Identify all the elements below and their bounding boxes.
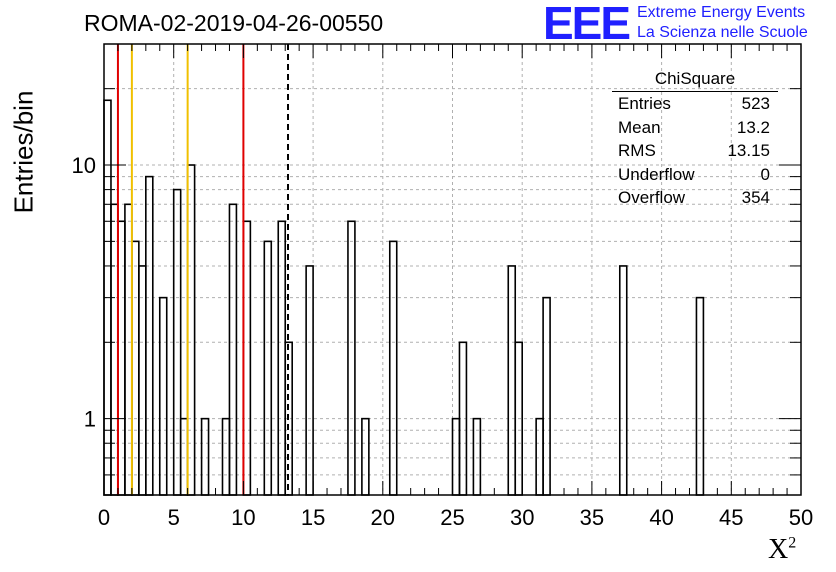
stats-box: ChiSquare Entries 523 Mean 13.2 RMS 13.15 U… (612, 68, 778, 210)
x-tick-label: 10 (231, 505, 255, 530)
histogram-bar (124, 203, 133, 496)
x-tick-label: 25 (440, 505, 464, 530)
y-axis-label: Entries/bin (4, 91, 44, 214)
stats-value: 13.15 (727, 141, 770, 160)
histogram-bar (110, 203, 119, 496)
logo-line-1: Extreme Energy Events (637, 4, 806, 21)
y-tick-label: 1 (84, 407, 96, 432)
x-tick-label: 30 (510, 505, 534, 530)
histogram-bar (138, 265, 147, 496)
reference-lines (116, 44, 290, 495)
y-tick-label: 10 (72, 153, 96, 178)
x-axis-label-text: X (768, 534, 789, 565)
histogram-bar (242, 220, 252, 496)
x-tick-label: 45 (719, 505, 743, 530)
logo-line-2: La Scienza nelle Scuole (637, 24, 808, 41)
histogram-bar (131, 240, 140, 496)
histogram-bar (277, 220, 287, 496)
chart-title: ROMA-02-2019-04-26-00550 (84, 10, 384, 36)
histogram-bar (263, 240, 273, 496)
x-tick-label: 50 (789, 505, 813, 530)
histogram-bar (186, 164, 196, 496)
stats-value: 523 (741, 94, 770, 113)
stats-label: Entries (618, 94, 671, 113)
x-axis-label: X2 (768, 534, 796, 566)
histogram-bar (507, 265, 517, 496)
x-tick-label: 15 (301, 505, 325, 530)
histogram-bar (618, 265, 628, 496)
histogram-bar (228, 203, 238, 496)
logo-caption: Extreme Energy Events La Scienza nelle S… (637, 3, 808, 43)
stats-label: RMS (618, 141, 656, 160)
stats-row: Entries 523 (612, 92, 778, 116)
x-tick-label: 0 (98, 505, 110, 530)
histogram-bar (117, 220, 126, 496)
x-axis-label-superscript: 2 (788, 534, 797, 552)
stats-label: Underflow (618, 164, 695, 184)
y-axis-label-text: Entries/bin (8, 90, 39, 214)
histogram-bar (145, 175, 154, 496)
stats-row: Underflow 0 (612, 163, 778, 187)
histogram-bar (158, 296, 168, 496)
eee-logo: EEE (543, 0, 631, 49)
x-tick-label: 35 (580, 505, 604, 530)
stats-value: 0 (760, 164, 770, 184)
x-tick-label: 40 (649, 505, 673, 530)
stats-row: RMS 13.15 (612, 139, 778, 163)
stats-value: 354 (741, 188, 770, 207)
stats-title: ChiSquare (612, 68, 778, 92)
x-tick-label: 20 (371, 505, 395, 530)
histogram-bar (388, 240, 398, 496)
stats-label: Mean (618, 117, 661, 137)
stats-value: 13.2 (736, 117, 770, 137)
histogram-bar (305, 265, 314, 496)
stats-row: Mean 13.2 (612, 116, 778, 140)
histogram-bar (542, 296, 551, 496)
x-tick-label: 5 (168, 505, 180, 530)
histogram-bar (347, 220, 356, 496)
stats-row: Overflow 354 (612, 186, 778, 210)
histogram-bar (695, 296, 705, 496)
stats-label: Overflow (618, 188, 686, 207)
